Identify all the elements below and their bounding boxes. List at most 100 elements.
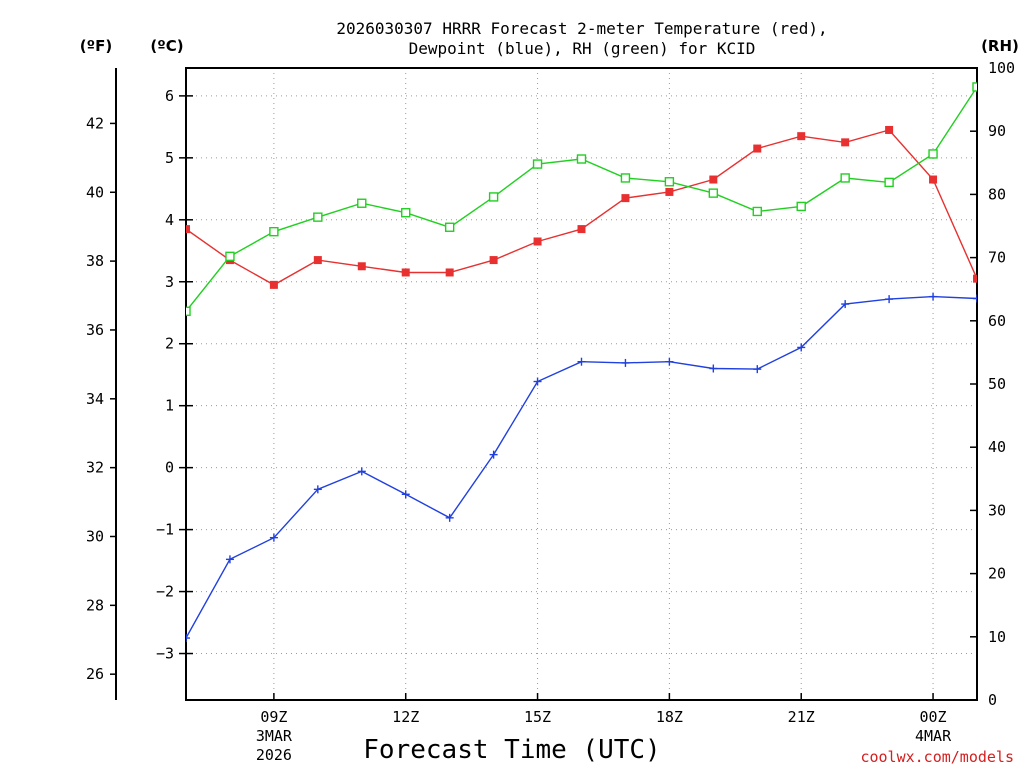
rh-tick-label: 40 bbox=[988, 438, 1006, 456]
dewpoint-point bbox=[533, 377, 542, 386]
celsius-tick-label: −1 bbox=[156, 521, 174, 539]
series-plus bbox=[186, 292, 977, 643]
celsius-tick-label: 4 bbox=[165, 211, 174, 229]
x-axis-title: Forecast Time (UTC) bbox=[363, 735, 660, 765]
dewpoint-point bbox=[357, 467, 366, 476]
rh-point bbox=[225, 251, 235, 262]
x-tick-label: 12Z bbox=[392, 708, 419, 726]
x-tick-label: 09Z bbox=[260, 708, 287, 726]
fahrenheit-tick-label: 32 bbox=[86, 459, 104, 477]
rh-point bbox=[928, 149, 938, 159]
rh-tick-label: 20 bbox=[988, 565, 1006, 583]
fahrenheit-axis-label: (ºF) bbox=[80, 37, 112, 55]
rh-point bbox=[884, 177, 894, 188]
dewpoint-point bbox=[665, 357, 674, 366]
rh-point bbox=[269, 226, 279, 237]
rh-axis-label: (RH) bbox=[981, 37, 1019, 55]
rh-point bbox=[664, 177, 675, 187]
rh-tick-label: 70 bbox=[988, 249, 1006, 267]
rh-point bbox=[401, 208, 411, 218]
temperature-point bbox=[709, 175, 718, 184]
celsius-tick-label: 3 bbox=[165, 273, 174, 291]
x-tick-date-label: 4MAR bbox=[915, 727, 952, 745]
dewpoint-point bbox=[489, 450, 498, 459]
dewpoint-point bbox=[797, 343, 806, 352]
temperature-point bbox=[973, 274, 977, 283]
rh-point bbox=[840, 173, 850, 183]
dewpoint-point bbox=[841, 300, 850, 309]
dewpoint-point bbox=[621, 358, 630, 367]
x-tick-label: 00Z bbox=[920, 708, 947, 726]
axes: 6543210−1−2−3424038363432302826100908070… bbox=[86, 59, 1015, 764]
fahrenheit-tick-label: 42 bbox=[86, 114, 104, 132]
dewpoint-point bbox=[753, 365, 762, 374]
dewpoint-point bbox=[885, 295, 894, 304]
temperature-point bbox=[665, 187, 674, 196]
x-tick-date-label: 3MAR bbox=[256, 727, 293, 745]
temperature-point bbox=[313, 256, 322, 265]
celsius-tick-label: 6 bbox=[165, 87, 174, 105]
dewpoint-point bbox=[401, 490, 410, 499]
dewpoint-point bbox=[269, 533, 278, 542]
rh-tick-label: 80 bbox=[988, 185, 1006, 203]
rh-point bbox=[313, 212, 323, 222]
rh-tick-label: 0 bbox=[988, 691, 997, 709]
fahrenheit-tick-label: 34 bbox=[86, 390, 104, 408]
celsius-tick-label: −2 bbox=[156, 583, 174, 601]
temperature-point bbox=[577, 225, 586, 234]
rh-tick-label: 90 bbox=[988, 122, 1006, 140]
temperature-point bbox=[533, 237, 542, 246]
series-line bbox=[186, 86, 977, 312]
rh-point bbox=[488, 192, 499, 202]
dewpoint-point bbox=[709, 364, 718, 373]
series bbox=[186, 82, 977, 643]
credit-text: coolwx.com/models bbox=[860, 748, 1014, 766]
fahrenheit-tick-label: 30 bbox=[86, 527, 104, 545]
series-open-square bbox=[186, 82, 977, 317]
dewpoint-point bbox=[225, 555, 234, 564]
rh-point bbox=[796, 201, 806, 212]
temperature-point bbox=[621, 194, 630, 203]
temperature-point bbox=[753, 144, 762, 153]
fahrenheit-tick-label: 38 bbox=[86, 252, 104, 270]
rh-point bbox=[357, 198, 367, 208]
chart-title-line-2: Dewpoint (blue), RH (green) for KCID bbox=[409, 39, 756, 58]
dewpoint-point bbox=[929, 292, 938, 301]
rh-tick-label: 100 bbox=[988, 59, 1015, 77]
fahrenheit-tick-label: 36 bbox=[86, 321, 104, 339]
dewpoint-point bbox=[445, 513, 454, 522]
temperature-point bbox=[929, 175, 938, 184]
chart-title-line-1: 2026030307 HRRR Forecast 2-meter Tempera… bbox=[336, 19, 827, 38]
rh-point bbox=[708, 188, 719, 198]
rh-tick-label: 30 bbox=[988, 501, 1006, 519]
rh-point bbox=[186, 306, 191, 317]
dewpoint-point bbox=[577, 357, 586, 366]
rh-point bbox=[972, 82, 977, 92]
temperature-point bbox=[885, 125, 894, 134]
celsius-tick-label: 2 bbox=[165, 335, 174, 353]
rh-point bbox=[752, 206, 762, 217]
celsius-axis-label: (ºC) bbox=[150, 37, 183, 55]
celsius-tick-label: −3 bbox=[156, 645, 174, 663]
celsius-tick-label: 5 bbox=[165, 149, 174, 167]
fahrenheit-tick-label: 40 bbox=[86, 183, 104, 201]
temperature-point bbox=[186, 225, 190, 234]
temperature-point bbox=[797, 132, 806, 141]
x-tick-label: 15Z bbox=[524, 708, 551, 726]
dewpoint-point bbox=[313, 485, 322, 494]
temperature-point bbox=[357, 262, 366, 271]
x-tick-date-label: 2026 bbox=[256, 746, 292, 764]
rh-point bbox=[576, 154, 587, 164]
rh-point bbox=[620, 173, 631, 183]
x-tick-label: 18Z bbox=[656, 708, 683, 726]
rh-tick-label: 10 bbox=[988, 628, 1006, 646]
rh-point bbox=[532, 159, 543, 169]
rh-point bbox=[444, 222, 455, 232]
dewpoint-point bbox=[186, 634, 190, 643]
fahrenheit-tick-label: 28 bbox=[86, 596, 104, 614]
celsius-tick-label: 0 bbox=[165, 459, 174, 477]
dewpoint-point bbox=[973, 294, 977, 303]
temperature-point bbox=[841, 138, 850, 147]
rh-tick-label: 50 bbox=[988, 375, 1006, 393]
